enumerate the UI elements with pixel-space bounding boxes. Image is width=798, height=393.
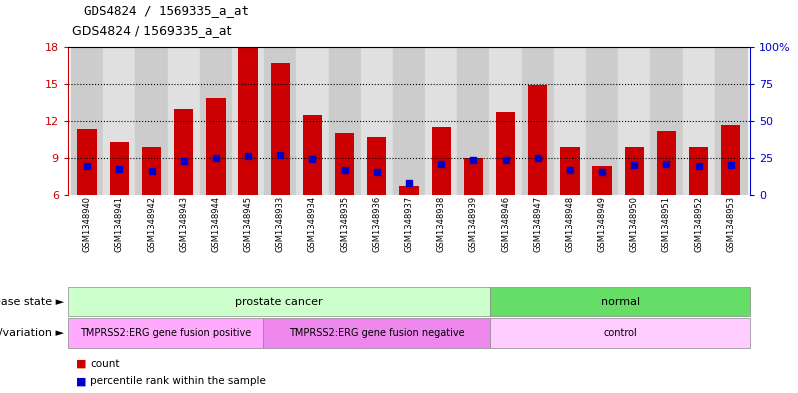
Text: GDS4824 / 1569335_a_at: GDS4824 / 1569335_a_at — [84, 4, 249, 17]
Bar — [271, 63, 290, 195]
Bar — [625, 147, 644, 195]
Text: GDS4824 / 1569335_a_at: GDS4824 / 1569335_a_at — [72, 24, 231, 37]
Bar — [586, 47, 618, 195]
Bar — [329, 47, 361, 195]
Bar — [682, 47, 715, 195]
Bar — [200, 47, 232, 195]
Bar — [103, 47, 136, 195]
Bar — [560, 147, 579, 195]
Bar — [425, 47, 457, 195]
Bar — [71, 47, 103, 195]
Bar — [77, 129, 97, 195]
Bar — [174, 108, 193, 195]
Bar — [361, 47, 393, 195]
Text: ■: ■ — [76, 376, 86, 386]
Bar — [264, 47, 296, 195]
Bar — [721, 125, 741, 195]
Bar — [522, 47, 554, 195]
Bar — [490, 318, 750, 348]
Bar — [490, 287, 750, 316]
Bar — [68, 318, 263, 348]
Text: prostate cancer: prostate cancer — [235, 297, 323, 307]
Bar — [496, 112, 516, 195]
Bar — [109, 142, 129, 195]
Bar — [432, 127, 451, 195]
Bar — [554, 47, 586, 195]
Text: control: control — [603, 328, 637, 338]
Text: TMPRSS2:ERG gene fusion negative: TMPRSS2:ERG gene fusion negative — [289, 328, 464, 338]
Bar — [239, 48, 258, 195]
Bar — [528, 85, 547, 195]
Bar — [136, 47, 168, 195]
Text: count: count — [90, 358, 120, 369]
Text: genotype/variation ►: genotype/variation ► — [0, 328, 64, 338]
Bar — [650, 47, 682, 195]
Bar — [168, 47, 200, 195]
Bar — [489, 47, 522, 195]
Bar — [367, 137, 386, 195]
Bar — [457, 47, 489, 195]
Bar — [263, 318, 490, 348]
Bar — [142, 147, 161, 195]
Text: TMPRSS2:ERG gene fusion positive: TMPRSS2:ERG gene fusion positive — [80, 328, 251, 338]
Text: ■: ■ — [76, 358, 86, 369]
Bar — [296, 47, 329, 195]
Text: normal: normal — [601, 297, 640, 307]
Bar — [302, 115, 322, 195]
Bar — [399, 186, 419, 195]
Bar — [68, 287, 490, 316]
Bar — [689, 147, 709, 195]
Text: disease state ►: disease state ► — [0, 297, 64, 307]
Text: percentile rank within the sample: percentile rank within the sample — [90, 376, 266, 386]
Bar — [657, 131, 676, 195]
Bar — [335, 133, 354, 195]
Bar — [232, 47, 264, 195]
Bar — [464, 158, 483, 195]
Bar — [715, 47, 747, 195]
Bar — [592, 166, 612, 195]
Bar — [393, 47, 425, 195]
Bar — [618, 47, 650, 195]
Bar — [206, 97, 226, 195]
